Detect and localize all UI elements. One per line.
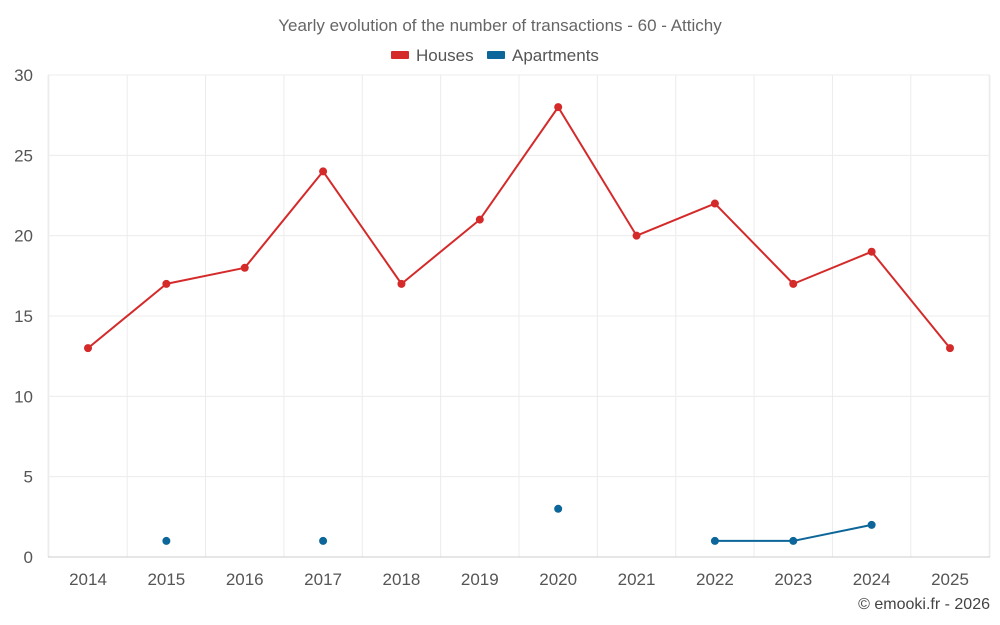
data-point-houses[interactable] [397,279,406,288]
data-point-houses[interactable] [554,103,563,112]
legend-swatch-apartments [487,51,505,59]
data-point-apartments[interactable] [867,520,876,529]
data-point-houses[interactable] [946,344,954,353]
legend-label-houses: Houses [416,46,474,65]
plot-area [84,103,954,545]
data-point-houses[interactable] [867,247,876,256]
x-tick-label: 2014 [69,570,107,589]
y-tick-label: 30 [14,66,33,85]
legend-swatch-houses [391,51,409,59]
series-apartments [162,504,876,545]
x-tick-label: 2021 [618,570,656,589]
x-tick-label: 2023 [774,570,812,589]
x-tick-label: 2020 [539,570,577,589]
legend-label-apartments: Apartments [512,46,599,65]
y-tick-label: 10 [14,387,33,406]
data-point-apartments[interactable] [319,536,328,545]
series-line-houses [87,106,951,349]
x-tick-label: 2015 [147,570,185,589]
data-point-houses[interactable] [710,199,719,208]
data-point-houses[interactable] [84,344,92,353]
y-tick-label: 20 [14,227,33,246]
y-tick-label: 15 [14,307,33,326]
legend-item-houses[interactable]: Houses [391,46,474,65]
y-tick-label: 5 [24,468,33,487]
legend: Houses Apartments [391,46,599,65]
data-point-houses[interactable] [789,279,798,288]
legend-item-apartments[interactable]: Apartments [487,46,599,65]
data-point-houses[interactable] [319,167,328,176]
data-point-houses[interactable] [240,263,249,272]
y-tick-label: 0 [24,548,33,567]
data-point-houses[interactable] [162,279,171,288]
x-tick-label: 2016 [226,570,264,589]
data-point-houses[interactable] [632,231,641,240]
chart-title: Yearly evolution of the number of transa… [278,16,722,35]
data-point-apartments[interactable] [710,536,719,545]
grid [47,74,991,557]
x-tick-label: 2025 [931,570,969,589]
x-tick-label: 2017 [304,570,342,589]
x-tick-label: 2024 [853,570,891,589]
data-point-apartments[interactable] [789,536,798,545]
data-point-houses[interactable] [475,215,484,224]
x-tick-label: 2018 [383,570,421,589]
x-tick-label: 2022 [696,570,734,589]
credit-text: © emooki.fr - 2026 [858,596,990,613]
series-houses [84,103,954,353]
data-point-apartments[interactable] [554,504,563,513]
y-tick-label: 25 [14,146,33,165]
data-point-apartments[interactable] [162,536,171,545]
x-tick-label: 2019 [461,570,499,589]
